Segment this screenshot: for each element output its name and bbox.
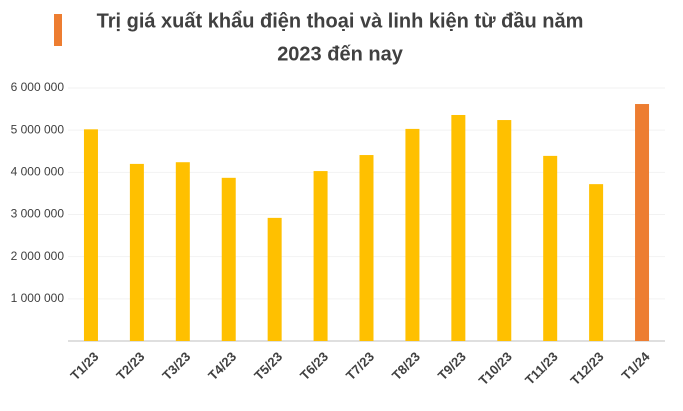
x-tick-label: T4/23 <box>205 349 239 383</box>
x-tick-label: T1/24 <box>618 348 653 383</box>
y-tick-label: 2 000 000 <box>11 249 65 263</box>
bar <box>451 114 466 341</box>
x-tick-label: T5/23 <box>251 349 285 383</box>
x-tick-label: T10/23 <box>476 349 515 388</box>
bar <box>221 177 236 341</box>
bar <box>405 128 420 341</box>
x-tick-label: T9/23 <box>435 349 469 383</box>
y-tick-label: 6 000 000 <box>11 80 65 94</box>
bar <box>359 155 374 341</box>
bar <box>83 129 98 341</box>
title-marker <box>54 14 62 46</box>
x-tick-label: T1/23 <box>67 349 101 383</box>
bar <box>635 104 650 341</box>
y-tick-label: 1 000 000 <box>11 291 65 305</box>
y-tick-label: 3 000 000 <box>11 207 65 221</box>
bar <box>543 155 558 341</box>
x-tick-label: T7/23 <box>343 349 377 383</box>
x-tick-label: T6/23 <box>297 349 331 383</box>
bar <box>267 217 282 341</box>
chart-title: 2023 đến nay <box>277 43 404 65</box>
x-tick-label: T3/23 <box>159 349 193 383</box>
x-tick-label: T11/23 <box>522 349 561 388</box>
bar <box>589 184 604 341</box>
chart-title: Trị giá xuất khẩu điện thoại và linh kiệ… <box>97 10 584 32</box>
x-tick-label: T12/23 <box>567 349 606 388</box>
bar <box>497 120 512 342</box>
x-tick-label: T8/23 <box>389 349 423 383</box>
bar <box>129 163 144 341</box>
bar <box>313 171 328 341</box>
x-tick-label: T2/23 <box>113 349 147 383</box>
y-tick-label: 5 000 000 <box>11 122 65 136</box>
y-tick-label: 4 000 000 <box>11 165 65 179</box>
bar <box>175 162 190 341</box>
